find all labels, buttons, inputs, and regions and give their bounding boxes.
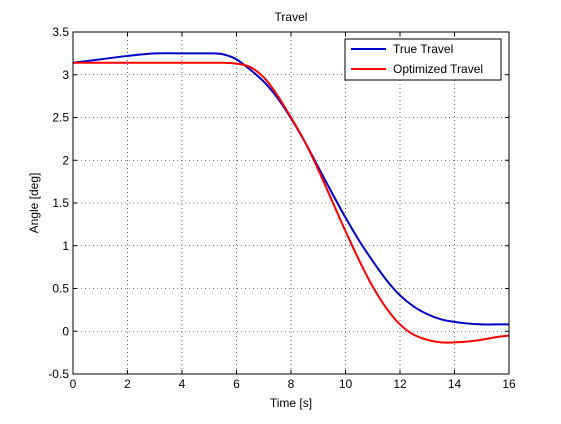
x-axis-label: Time [s] bbox=[270, 396, 312, 410]
y-tick-label: -0.5 bbox=[48, 367, 69, 381]
legend: True Travel Optimized Travel bbox=[344, 38, 502, 81]
legend-box bbox=[344, 38, 502, 81]
x-tick-label: 14 bbox=[448, 377, 462, 391]
x-tick-label: 16 bbox=[502, 377, 516, 391]
x-tick-label: 10 bbox=[339, 377, 353, 391]
series-layer bbox=[72, 52, 510, 344]
y-tick-label: 0 bbox=[62, 324, 69, 338]
legend-label-true-travel: True Travel bbox=[393, 42, 453, 56]
y-tick-label: 3.5 bbox=[52, 25, 69, 39]
y-tick-label: 2.5 bbox=[52, 111, 69, 125]
y-tick-label: 2 bbox=[62, 153, 69, 167]
x-tick-label: 0 bbox=[70, 377, 77, 391]
y-axis-label: Angle [deg] bbox=[27, 173, 41, 234]
series-line-optimized-travel bbox=[73, 61, 510, 344]
y-tick-label: 3 bbox=[62, 68, 69, 82]
x-tick-label: 6 bbox=[233, 377, 240, 391]
y-tick-label: 1 bbox=[62, 239, 69, 253]
y-tick-label: 1.5 bbox=[52, 196, 69, 210]
chart-title: Travel bbox=[275, 10, 308, 24]
x-tick-label: 8 bbox=[288, 377, 295, 391]
plot-frame bbox=[72, 31, 510, 375]
tick-layer: 0 2 4 6 8 10 12 14 16-0.500.511.522.533.5 bbox=[48, 25, 516, 391]
x-tick-label: 12 bbox=[393, 377, 407, 391]
series-line-true-travel bbox=[72, 52, 509, 326]
plot-area bbox=[72, 31, 510, 375]
grid-layer bbox=[73, 32, 509, 374]
x-tick-label: 2 bbox=[124, 377, 131, 391]
y-tick-label: 0.5 bbox=[52, 282, 69, 296]
legend-label-optimized-travel: Optimized Travel bbox=[393, 62, 483, 76]
x-tick-label: 4 bbox=[179, 377, 186, 391]
